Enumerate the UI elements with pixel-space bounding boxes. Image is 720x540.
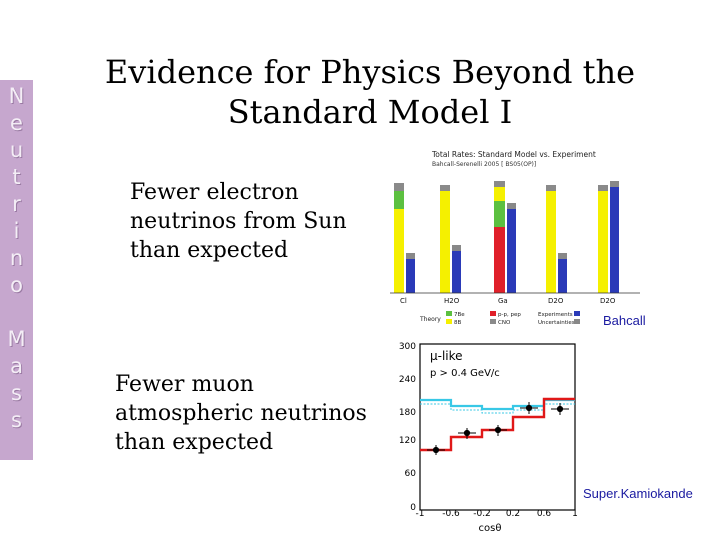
experiment-label: Cl xyxy=(400,297,407,305)
uncertainty-band xyxy=(507,203,516,209)
legend-swatch xyxy=(490,319,496,324)
legend-text: Theory xyxy=(419,316,441,323)
bullet-line: than expected xyxy=(115,430,274,455)
momentum-cut-label: p > 0.4 GeV/c xyxy=(430,368,500,379)
solar-figure-subtitle: Bahcall-Serenelli 2005 [ BS05(OP)] xyxy=(432,161,536,168)
mu-like-label: μ-like xyxy=(430,349,463,363)
title-line: Evidence for Physics Beyond the xyxy=(104,53,636,91)
bullet-atmospheric: Fewer muon atmospheric neutrinos than ex… xyxy=(115,370,367,457)
data-point xyxy=(556,405,564,413)
experiment-label: H2O xyxy=(444,297,460,305)
y-tick-label: 120 xyxy=(399,436,416,446)
side-letter: o xyxy=(10,273,23,297)
bahcall-credit: Bahcall xyxy=(603,313,646,328)
side-label-bar: N e u t r i n o M a s s xyxy=(0,80,33,460)
theory-bar xyxy=(440,185,450,191)
side-letter: s xyxy=(11,381,22,405)
legend-swatch xyxy=(574,319,580,324)
legend-text: 7Be xyxy=(454,312,465,318)
legend-text: Uncertainties xyxy=(538,320,575,326)
legend-swatch xyxy=(446,319,452,324)
bullet-line: than expected xyxy=(130,238,289,263)
theory-bar xyxy=(546,185,556,191)
side-letter: a xyxy=(10,354,23,378)
theory-bar xyxy=(494,227,505,293)
uncertainty-band xyxy=(610,181,619,187)
theory-bar xyxy=(494,201,505,227)
side-letter: u xyxy=(9,138,24,162)
theory-bar xyxy=(494,187,505,201)
y-tick-label: 0 xyxy=(410,503,416,513)
side-letter: t xyxy=(12,165,21,189)
experiment-bar xyxy=(558,257,567,293)
bullet-line: neutrinos from Sun xyxy=(130,209,347,234)
atmospheric-zenith-plot: 300 240 180 120 60 0 -1 -0.6 -0.2 0.2 0.… xyxy=(399,342,578,534)
y-tick-label: 180 xyxy=(399,408,416,418)
legend-swatch xyxy=(446,311,452,316)
theory-bar xyxy=(394,209,404,293)
title-line: Standard Model I xyxy=(227,93,513,131)
oscillation-fit xyxy=(420,397,575,452)
experiment-label: Ga xyxy=(498,297,508,305)
data-point xyxy=(525,404,533,412)
theory-bar xyxy=(546,191,556,293)
data-points xyxy=(427,402,569,455)
side-letter: M xyxy=(7,327,26,351)
legend-text: 8B xyxy=(454,320,461,326)
experiment-bar xyxy=(610,185,619,293)
side-letter: i xyxy=(13,219,20,243)
bullet-line: atmospheric neutrinos xyxy=(115,401,367,426)
side-letter: n xyxy=(9,246,24,270)
legend-swatch xyxy=(574,311,580,316)
theory-bar xyxy=(494,181,505,187)
plot-frame xyxy=(419,343,576,511)
x-tick-label: -1 xyxy=(416,509,425,519)
experiment-bar xyxy=(406,257,415,293)
solar-figure-title: Total Rates: Standard Model vs. Experime… xyxy=(431,150,596,159)
x-axis-label: cosθ xyxy=(479,523,502,534)
uncertainty-band xyxy=(558,253,567,259)
uncertainty-band xyxy=(406,253,415,259)
mc-no-oscillation xyxy=(420,398,575,411)
side-letter: N xyxy=(8,84,25,108)
theory-bar xyxy=(598,191,608,293)
theory-bar xyxy=(440,191,450,293)
x-tick-label: 0.2 xyxy=(506,509,520,519)
theory-bar xyxy=(394,183,404,191)
legend-text: CNO xyxy=(498,320,511,326)
x-tick-label: 1 xyxy=(572,509,578,519)
solar-rates-figure: Total Rates: Standard Model vs. Experime… xyxy=(390,150,640,326)
side-letter: s xyxy=(11,408,22,432)
data-point xyxy=(494,426,502,434)
legend-text: Experiments xyxy=(538,312,573,318)
theory-bar xyxy=(598,185,608,191)
x-tick-label: -0.2 xyxy=(473,509,491,519)
uncertainty-band xyxy=(452,245,461,251)
legend-swatch xyxy=(490,311,496,316)
theory-bar xyxy=(394,191,404,209)
data-point xyxy=(463,429,471,437)
bullet-line: Fewer muon xyxy=(115,372,254,397)
x-tick-label: -0.6 xyxy=(442,509,460,519)
x-tick-label: 0.6 xyxy=(537,509,552,519)
side-letter: r xyxy=(12,192,21,216)
y-tick-label: 300 xyxy=(399,342,416,352)
bullet-line: Fewer electron xyxy=(130,180,299,205)
experiment-label: D2O xyxy=(600,297,616,305)
legend-text: p-p, pep xyxy=(498,312,521,318)
slide-title: Evidence for Physics Beyond the Standard… xyxy=(80,52,660,132)
experiment-bar xyxy=(507,207,516,293)
y-tick-label: 60 xyxy=(405,469,417,479)
data-point xyxy=(432,446,440,454)
side-letter: e xyxy=(10,111,23,135)
y-tick-label: 240 xyxy=(399,375,416,385)
superkamiokande-credit: Super.Kamiokande xyxy=(583,486,693,501)
bullet-solar: Fewer electron neutrinos from Sun than e… xyxy=(130,178,347,265)
experiment-label: D2O xyxy=(548,297,564,305)
experiment-bar xyxy=(452,249,461,293)
